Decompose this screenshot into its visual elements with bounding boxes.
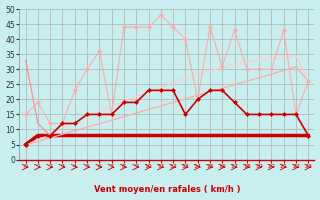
X-axis label: Vent moyen/en rafales ( km/h ): Vent moyen/en rafales ( km/h ) [94, 185, 240, 194]
